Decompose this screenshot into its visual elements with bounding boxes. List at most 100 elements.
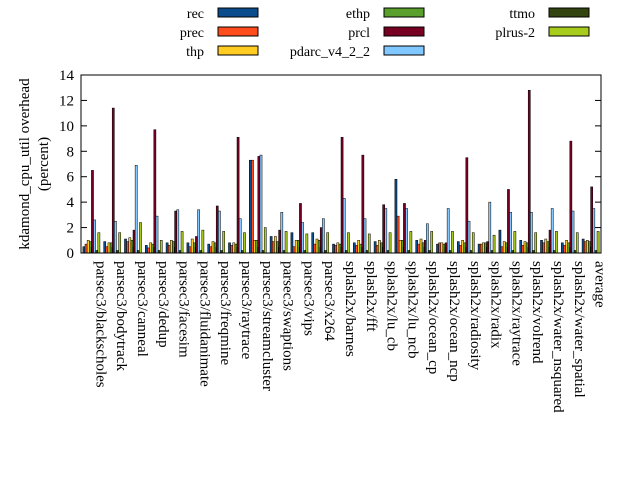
bar-pdarc_v4_2_2-1	[114, 220, 117, 254]
y-tick-label: 8	[67, 144, 75, 160]
bar-pdarc_v4_2_2-22	[550, 208, 554, 254]
bar-rec-17	[436, 243, 439, 254]
legend-label-rec: rec	[187, 7, 204, 22]
bar-thp-19	[482, 242, 485, 254]
plot-frame	[80, 74, 602, 254]
bar-prec-1	[105, 246, 109, 254]
bar-rec-19	[477, 243, 481, 254]
bar-thp-23	[565, 240, 568, 254]
bars	[82, 90, 600, 254]
bar-rec-1	[103, 241, 107, 254]
bar-rec-24	[581, 238, 585, 254]
bar-prcl-4	[174, 210, 177, 254]
bar-thp-24	[586, 240, 589, 254]
x-tick-label: parsec3/blackscholes	[92, 261, 108, 388]
bar-prcl-24	[590, 186, 593, 254]
y-tick-label: 2	[67, 221, 75, 237]
bar-rec-10	[290, 232, 294, 254]
bar-thp-6	[211, 241, 215, 254]
bar-thp-17	[440, 242, 444, 254]
legend-label-thp: thp	[186, 45, 204, 60]
bar-plrus-2-8	[263, 227, 267, 254]
bar-thp-1	[107, 242, 111, 254]
x-tick-label: splash2x/lu_ncb	[404, 261, 420, 359]
bar-pdarc_v4_2_2-24	[592, 208, 596, 254]
x-tick-label: parsec3/bodytrack	[113, 261, 129, 371]
bar-rec-12	[332, 243, 335, 254]
bar-plrus-2-12	[347, 232, 350, 254]
legend-swatch-thp	[217, 45, 259, 56]
legend-label-prec: prec	[180, 26, 204, 41]
bar-pdarc_v4_2_2-17	[446, 208, 450, 254]
bar-prec-22	[542, 242, 545, 254]
bar-pdarc_v4_2_2-19	[488, 201, 492, 254]
bar-plrus-2-15	[409, 231, 413, 254]
bar-prec-21	[521, 245, 525, 254]
bar-rec-2	[124, 238, 127, 254]
legend-label-pdarc_v4_2_2: pdarc_v4_2_2	[290, 45, 370, 60]
bar-pdarc_v4_2_2-4	[176, 209, 180, 254]
bar-rec-4	[165, 242, 169, 254]
x-tick-label: splash2x/barnes	[342, 261, 358, 357]
x-tick-label: splash2x/water_spatial	[571, 261, 587, 398]
bar-prec-23	[563, 245, 566, 254]
bar-plrus-2-23	[575, 232, 579, 254]
bar-prcl-18	[465, 157, 469, 254]
bar-rec-20	[498, 229, 502, 254]
bar-prec-18	[459, 245, 462, 254]
bar-plrus-2-3	[159, 240, 163, 254]
bar-rec-18	[457, 241, 460, 254]
bar-thp-16	[419, 238, 423, 254]
bar-pdarc_v4_2_2-3	[155, 215, 159, 254]
bar-prec-19	[479, 243, 483, 254]
bar-prec-17	[438, 242, 441, 254]
bar-pdarc_v4_2_2-8	[259, 154, 263, 254]
bar-rec-11	[311, 232, 315, 254]
bar-plrus-2-13	[367, 233, 371, 254]
bar-pdarc_v4_2_2-16	[426, 223, 429, 254]
y-axis-label-line-1: kdamond_cpu_util overhead	[17, 78, 33, 250]
bar-plrus-2-4	[180, 231, 184, 254]
bar-prcl-0	[91, 170, 94, 254]
bar-pdarc_v4_2_2-23	[571, 210, 575, 254]
legend: rec prec thp ethp prcl pdarc_v4_2_2 ttmo plrus-…	[180, 7, 590, 60]
x-tick-label: parsec3/raytrace	[238, 261, 254, 360]
bar-prcl-1	[111, 107, 115, 254]
x-tick-label: parsec3/streamcluster	[259, 261, 275, 391]
x-axis: parsec3/blackscholes parsec3/bodytrack par…	[92, 261, 607, 413]
bar-pdarc_v4_2_2-18	[467, 220, 471, 254]
bar-rec-0	[82, 246, 86, 254]
bar-plrus-2-5	[201, 229, 205, 254]
y-tick-label: 14	[59, 68, 75, 84]
bar-prec-11	[313, 243, 317, 254]
legend-label-prcl: prcl	[348, 26, 370, 41]
bar-thp-22	[544, 238, 548, 254]
bar-pdarc_v4_2_2-9	[280, 212, 284, 254]
bar-thp-15	[398, 240, 402, 254]
x-tick-label: parsec3/vips	[300, 261, 316, 336]
bar-thp-4	[170, 240, 173, 254]
bar-prcl-12	[340, 137, 344, 254]
bar-pdarc_v4_2_2-6	[218, 210, 221, 254]
bar-prec-12	[334, 245, 337, 254]
bar-prec-10	[292, 246, 296, 254]
x-tick-label: parsec3/canneal	[134, 261, 150, 357]
bar-plrus-2-24	[596, 231, 600, 254]
bar-rec-8	[249, 159, 252, 254]
x-tick-label: splash2x/volrend	[529, 261, 545, 364]
bar-plrus-2-17	[451, 231, 454, 254]
bar-thp-9	[274, 236, 277, 254]
bar-prec-9	[271, 241, 275, 254]
bar-prcl-23	[569, 140, 573, 254]
bar-pdarc_v4_2_2-15	[405, 208, 408, 254]
y-tick-label: 12	[59, 93, 74, 109]
bar-prec-0	[84, 243, 88, 254]
bar-plrus-2-21	[534, 232, 537, 254]
y-tick-label: 0	[67, 246, 75, 262]
bar-pdarc_v4_2_2-11	[322, 218, 325, 254]
bar-rec-9	[269, 236, 273, 254]
x-tick-label: splash2x/radiosity	[467, 261, 483, 371]
bar-plrus-2-20	[513, 231, 517, 254]
y-axis: 0 2 4 6 8 10 12 14	[59, 68, 601, 262]
x-tick-label: parsec3/x264	[321, 261, 337, 341]
